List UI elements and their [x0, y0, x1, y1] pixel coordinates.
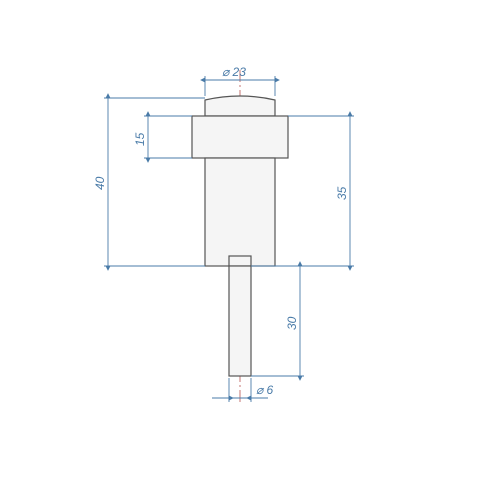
dim-d6-label: ⌀ 6 [256, 383, 274, 397]
notch [229, 256, 251, 266]
dim-h30: 30 [251, 266, 304, 376]
drawing-canvas: ⌀ 23 15 40 35 30 ⌀ 6 [0, 0, 500, 500]
head-block [192, 116, 288, 158]
dim-h35-label: 35 [335, 186, 349, 200]
body-block [205, 158, 275, 266]
dim-h40-label: 40 [93, 176, 107, 190]
top-cap [205, 96, 275, 116]
dim-h40: 40 [93, 98, 205, 266]
shaft [229, 266, 251, 376]
dim-h15: 15 [133, 116, 192, 158]
dim-d23-label: ⌀ 23 [222, 65, 246, 79]
dim-h15-label: 15 [133, 132, 147, 146]
dim-d6: ⌀ 6 [212, 378, 274, 402]
dim-h30-label: 30 [285, 316, 299, 330]
